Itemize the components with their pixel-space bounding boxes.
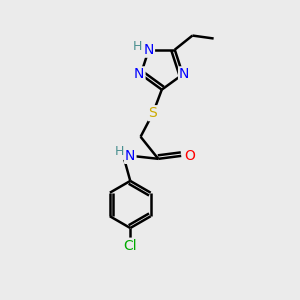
Text: S: S bbox=[148, 106, 157, 120]
Text: N: N bbox=[144, 43, 154, 57]
Text: N: N bbox=[179, 68, 189, 81]
Text: H: H bbox=[115, 145, 124, 158]
Text: N: N bbox=[125, 149, 136, 163]
Text: O: O bbox=[184, 149, 195, 163]
Text: N: N bbox=[134, 68, 145, 81]
Text: Cl: Cl bbox=[124, 239, 137, 253]
Text: H: H bbox=[133, 40, 142, 53]
